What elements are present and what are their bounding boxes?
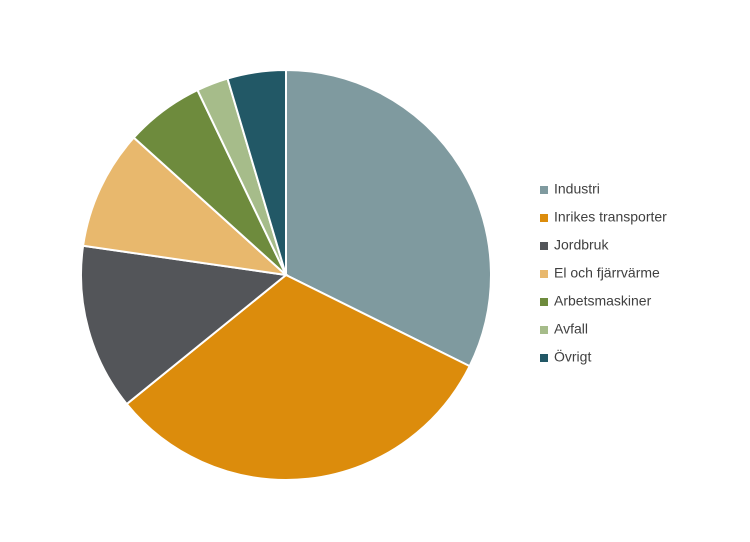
legend-swatch — [540, 298, 548, 306]
pie-slice — [80, 244, 289, 406]
legend-label: Arbetsmaskiner — [554, 293, 652, 309]
legend-label: Jordbruk — [554, 237, 609, 253]
legend-swatch — [540, 354, 548, 362]
legend-swatch — [540, 214, 548, 222]
legend-swatch — [540, 186, 548, 194]
legend-label: Industri — [554, 181, 600, 197]
pie-slice — [226, 68, 287, 276]
legend-swatch — [540, 270, 548, 278]
legend-label: Inrikes transporter — [554, 209, 667, 225]
legend-label: Övrigt — [554, 348, 591, 365]
pie-slice — [285, 68, 492, 368]
legend-swatch — [540, 242, 548, 250]
pie-slice — [81, 136, 290, 277]
legend-swatch — [540, 326, 548, 334]
legend-label: El och fjärrvärme — [554, 265, 660, 281]
pie-slice — [125, 273, 471, 481]
legend-label: Avfall — [554, 321, 588, 337]
